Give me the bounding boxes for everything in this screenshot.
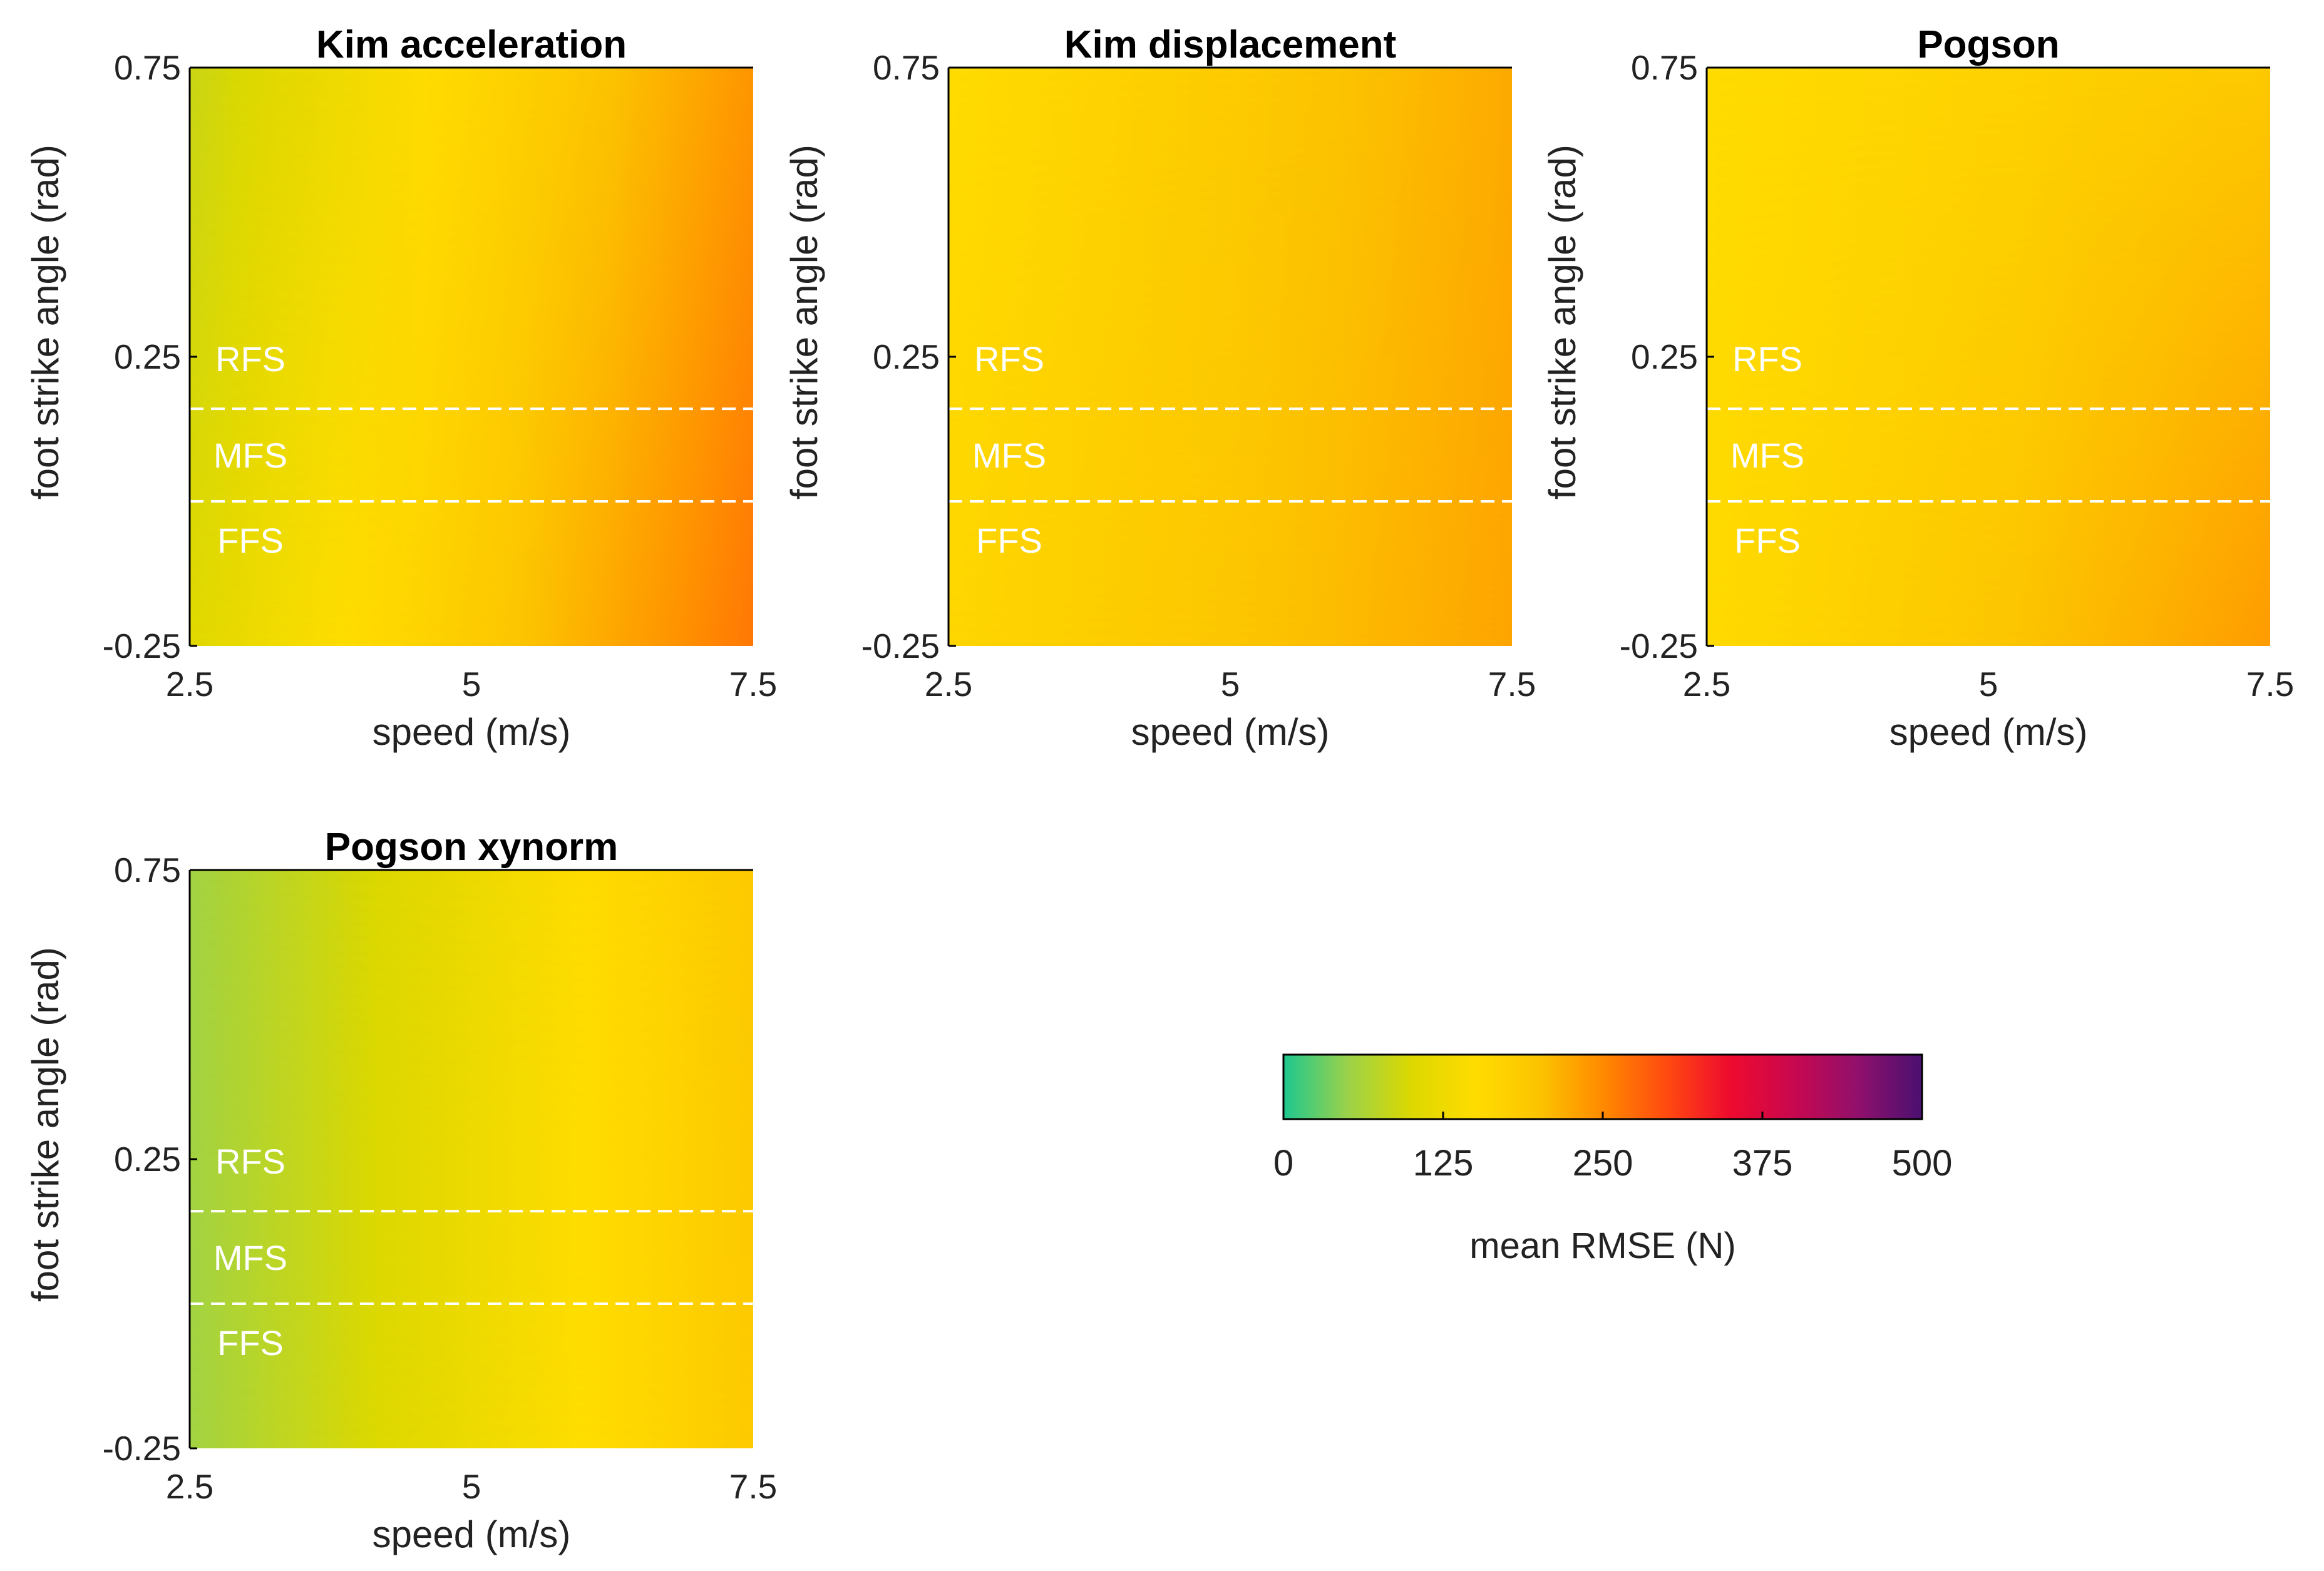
region-label: RFS (974, 339, 1044, 379)
region-label: MFS (213, 1238, 287, 1277)
heatmap-surface-overlay (190, 870, 753, 1448)
y-axis-label: foot strike angle (rad) (24, 145, 66, 499)
y-tick-label: 0.75 (1631, 48, 1698, 87)
x-axis-label: speed (m/s) (373, 711, 571, 753)
y-tick-label: 0.75 (873, 48, 940, 87)
x-tick-label: 5 (462, 1467, 481, 1506)
colorbar-tick-label: 125 (1413, 1143, 1474, 1184)
chart-title: Pogson (1917, 23, 2059, 66)
chart-panel: RFS MFS FFS -0.25 0.25 0.75 2.5 5 7.5 Pogson speed… (1541, 23, 2294, 753)
region-label: FFS (217, 1323, 284, 1363)
chart-title: Kim displacement (1064, 23, 1397, 66)
colorbar-tick-label: 500 (1892, 1143, 1953, 1184)
colorbar: 0 125 250 375 500 mean RMSE (N) (1273, 1053, 1953, 1266)
y-tick-label: 0.25 (1631, 337, 1698, 376)
region-label: RFS (215, 1142, 285, 1181)
heatmap-surface-overlay (1707, 68, 2270, 646)
x-tick-label: 2.5 (166, 665, 213, 704)
x-tick-label: 2.5 (925, 665, 972, 704)
colorbar-label: mean RMSE (N) (1469, 1226, 1735, 1266)
y-tick-label: -0.25 (1620, 627, 1698, 665)
x-tick-label: 5 (1221, 665, 1240, 704)
colorbar-tick-label: 375 (1732, 1143, 1793, 1184)
region-label: MFS (213, 436, 287, 475)
x-tick-label: 7.5 (729, 1467, 777, 1506)
chart-panel: RFS MFS FFS -0.25 0.25 0.75 2.5 5 7.5 Kim acceler… (24, 23, 777, 753)
x-axis-label: speed (m/s) (1131, 711, 1330, 753)
y-axis-label: foot strike angle (rad) (1541, 145, 1583, 499)
x-tick-label: 2.5 (1683, 665, 1730, 704)
chart-panel: RFS MFS FFS -0.25 0.25 0.75 2.5 5 7.5 Kim displac… (783, 23, 1536, 753)
region-label: MFS (1730, 436, 1804, 475)
region-label: FFS (976, 521, 1042, 560)
region-label: RFS (1732, 339, 1802, 379)
y-tick-label: 0.25 (114, 1140, 181, 1179)
y-tick-label: 0.25 (114, 337, 181, 376)
y-axis-label: foot strike angle (rad) (24, 947, 66, 1302)
x-tick-label: 2.5 (166, 1467, 213, 1506)
y-tick-label: -0.25 (103, 627, 181, 665)
x-tick-label: 7.5 (2246, 665, 2294, 704)
chart-title: Kim acceleration (316, 23, 627, 66)
chart-title: Pogson xynorm (325, 826, 619, 869)
region-label: FFS (1734, 521, 1801, 560)
heatmap-surface-overlay (190, 68, 753, 646)
colorbar-tick-label: 0 (1273, 1143, 1293, 1184)
y-tick-label: 0.75 (114, 851, 181, 889)
x-tick-label: 7.5 (1488, 665, 1536, 704)
y-tick-label: 0.75 (114, 48, 181, 87)
y-tick-label: 0.25 (873, 337, 940, 376)
y-tick-label: -0.25 (861, 627, 940, 665)
y-tick-label: -0.25 (103, 1429, 181, 1468)
x-tick-label: 7.5 (729, 665, 777, 704)
heatmap-surface-overlay (949, 68, 1512, 646)
colorbar-gradient (1282, 1053, 1923, 1120)
region-label: MFS (972, 436, 1046, 475)
region-label: FFS (217, 521, 284, 560)
x-axis-label: speed (m/s) (1890, 711, 2088, 753)
colorbar-tick-label: 250 (1573, 1143, 1633, 1184)
region-label: RFS (215, 339, 285, 379)
x-axis-label: speed (m/s) (373, 1513, 571, 1555)
chart-panel: RFS MFS FFS -0.25 0.25 0.75 2.5 5 7.5 Pogson xyno… (24, 826, 777, 1555)
y-axis-label: foot strike angle (rad) (783, 145, 825, 499)
x-tick-label: 5 (1979, 665, 1998, 704)
x-tick-label: 5 (462, 665, 481, 704)
